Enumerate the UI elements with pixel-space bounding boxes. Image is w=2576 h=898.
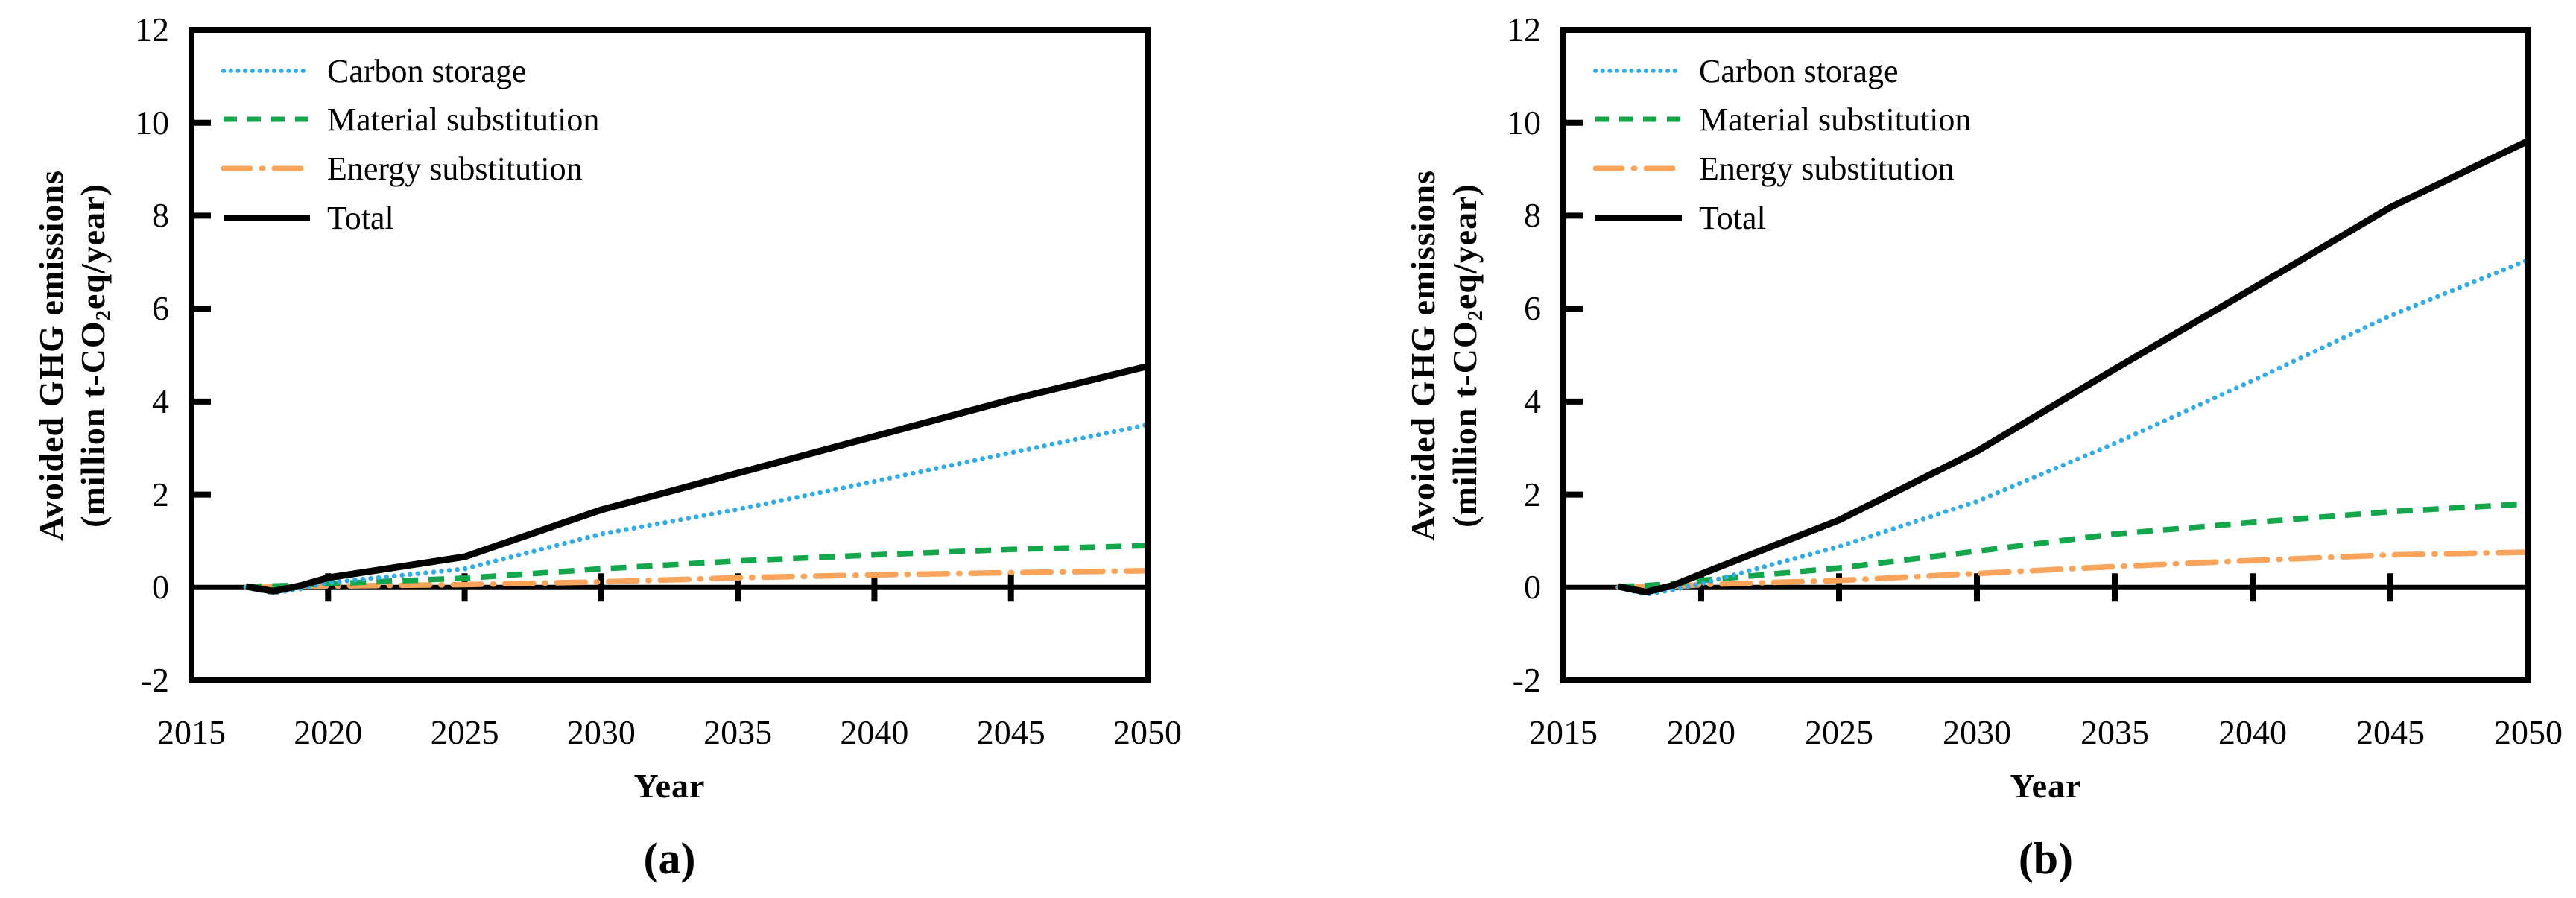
series-line-total — [1618, 137, 2530, 596]
series-line-total — [245, 363, 1149, 595]
series-line-carbon — [1615, 257, 2531, 597]
series-line-material — [1618, 501, 2529, 589]
